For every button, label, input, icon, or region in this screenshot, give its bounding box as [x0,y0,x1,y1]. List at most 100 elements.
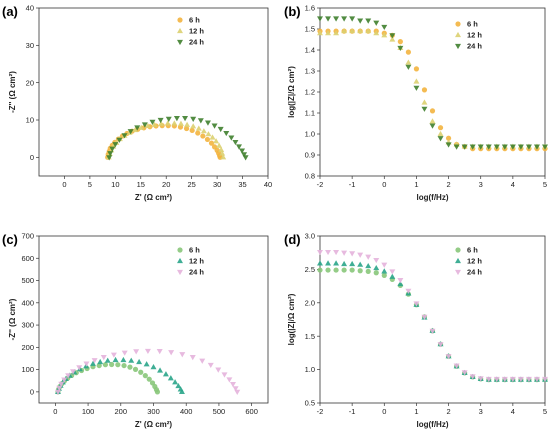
legend-label: 12 h [467,31,482,40]
data-point [437,125,444,131]
data-point [216,142,223,148]
plot-frame [319,235,546,404]
data-point [469,374,476,380]
data-point [189,127,195,134]
legend-marker [177,257,183,264]
legend-marker [177,39,183,46]
y-axis-title: -Z'' (Ω cm²) [8,71,17,113]
data-point [477,144,484,150]
x-tick-label: 1 [414,180,418,189]
x-tick-label: 400 [180,407,193,416]
data-point [333,249,340,256]
data-point [349,260,356,267]
data-point [138,369,144,375]
series-0 [317,267,548,383]
x-tick-label: 15 [137,180,145,189]
data-point [141,122,148,128]
legend-marker [177,27,183,34]
y-tick-label: 1.5 [305,25,315,34]
plot-frame [38,235,269,404]
y-tick-label: 20 [26,78,34,87]
data-point [533,144,540,150]
data-point [389,36,396,42]
y-tick-label: 500 [21,276,34,285]
x-tick-label: 25 [187,180,195,189]
x-tick-label: 5 [543,180,547,189]
legend-marker [177,269,183,276]
data-point [221,372,228,378]
x-tick-label: 10 [111,180,119,189]
data-point [397,280,404,287]
data-point [349,16,356,22]
data-point [223,130,230,137]
data-point [517,144,524,150]
data-point [150,364,157,370]
x-tick-label: 0 [382,407,386,416]
data-point [164,120,171,126]
data-point [182,116,189,122]
data-point [239,148,246,154]
data-point [127,129,134,135]
data-point [373,257,380,264]
legend-marker [177,17,183,23]
data-point [195,125,202,131]
data-point [437,136,444,142]
data-point [317,249,323,256]
x-tick-label: 0 [53,407,57,416]
data-point [200,128,207,134]
legend-label: 6 h [189,16,200,25]
data-point [230,381,236,388]
data-point [142,373,148,379]
series-0 [105,123,223,160]
y-tick-label: 1.0 [305,130,315,139]
data-point [89,360,96,366]
data-point [341,260,348,267]
data-point [204,136,211,143]
data-point [421,99,428,105]
data-point [542,376,548,383]
x-axis-title: Z' (Ω cm²) [135,420,173,429]
y-tick-label: 1.3 [305,67,315,76]
series-0 [317,28,548,152]
data-point [405,64,412,70]
y-tick-label: 30 [26,41,34,50]
data-point [365,254,372,260]
x-tick-label: -2 [317,407,324,416]
data-point [172,379,179,385]
data-point [469,144,476,150]
data-point [205,131,212,137]
data-point [381,268,388,274]
data-point [65,373,72,379]
data-point [104,357,111,363]
panel-letter: (d) [284,232,301,247]
data-point [445,354,452,360]
x-tick-label: 2 [446,180,450,189]
data-point [109,146,116,152]
data-point [397,45,404,52]
data-point [341,16,348,22]
data-point [509,144,516,150]
data-point [207,362,214,369]
panel-2: (c) 0 100 200 300 400 500 600 0 100 200 300 400 500 60… [2,232,269,429]
data-point [381,262,388,268]
y-tick-label: 100 [21,365,34,374]
legend-label: 6 h [467,20,478,29]
data-point [421,314,428,320]
y-tick-label: 1.5 [305,332,315,341]
data-point [242,155,249,161]
data-point [365,27,372,34]
y-tick-label: 10 [26,116,34,125]
data-point [200,133,206,139]
data-point [349,267,355,273]
data-point [146,376,152,382]
x-tick-label: -1 [349,407,356,416]
data-point [333,260,340,266]
data-point [100,355,107,361]
data-point [341,267,347,273]
data-point [102,362,109,368]
data-point [189,355,196,361]
x-tick-label: -1 [349,180,356,189]
series-2 [54,348,241,395]
legend-marker [177,247,183,253]
data-point [509,376,516,383]
